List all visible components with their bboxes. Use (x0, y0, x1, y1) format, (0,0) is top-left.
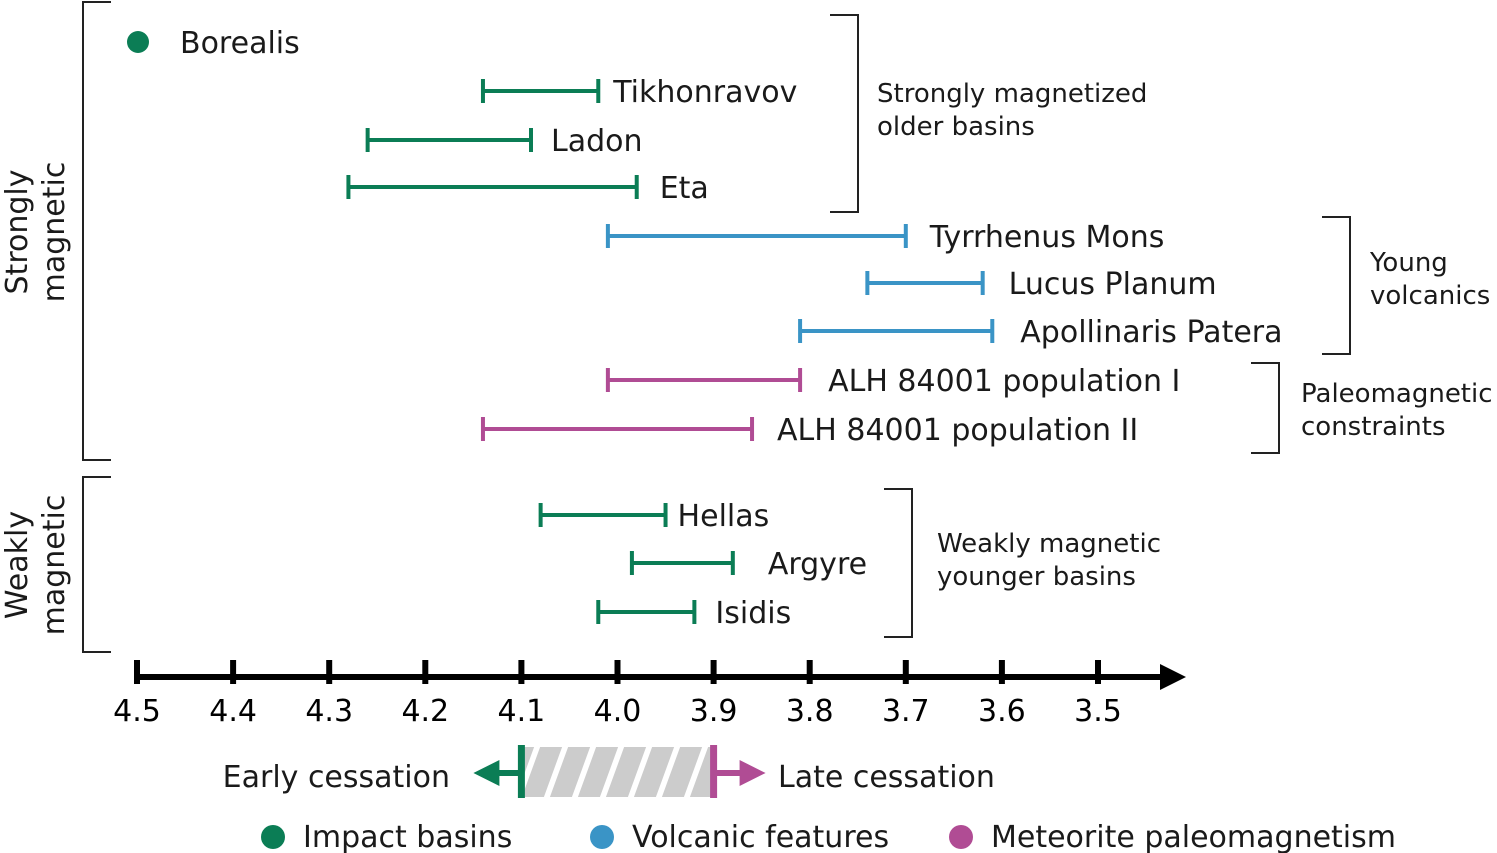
legend-swatch (949, 825, 973, 849)
range-label: Ladon (551, 124, 643, 159)
axis-tick-label: 4.1 (498, 694, 546, 729)
left-group-label-line: magnetic (37, 495, 72, 636)
axis-tick-label: 3.5 (1074, 694, 1122, 729)
left-bracket (82, 476, 111, 653)
right-group-label-line: constraints (1301, 412, 1446, 442)
right-group-label-line: Paleomagnetic (1301, 379, 1493, 409)
late-cessation-label: Late cessation (778, 760, 995, 795)
axis-tick-label: 4.3 (305, 694, 353, 729)
right-bracket (1322, 216, 1351, 355)
axis-tick-label: 3.7 (882, 694, 930, 729)
axis-tick-label: 4.2 (401, 694, 449, 729)
right-group-label-line: younger basins (937, 562, 1136, 592)
axis-arrow-icon (1160, 664, 1186, 690)
point-marker (127, 31, 149, 53)
right-group-label-line: volcanics (1370, 281, 1490, 311)
legend: Impact basins Volcanic features Meteorite … (261, 820, 1396, 853)
legend-label: Impact basins (303, 820, 512, 853)
axis-tick-label: 4.0 (594, 694, 642, 729)
range-label: Apollinaris Patera (1020, 315, 1282, 350)
right-group-label-line: Weakly magnetic (937, 529, 1161, 559)
right-group-label-line: Young (1369, 248, 1448, 278)
x-axis: 4.5 4.4 4.3 4.2 4.1 4.0 3.9 3.8 3.7 3.6 3.5 (113, 660, 1186, 729)
range-label: Borealis (180, 26, 300, 61)
uncertainty-hatch (521, 747, 714, 797)
legend-label: Meteorite paleomagnetism (991, 820, 1396, 853)
legend-swatch (590, 825, 614, 849)
left-bracket (82, 1, 111, 461)
axis-tick-label: 3.9 (690, 694, 738, 729)
arrow-right-icon (739, 760, 766, 786)
range-label: Tyrrhenus Mons (929, 220, 1165, 255)
early-cessation-label: Early cessation (223, 760, 450, 795)
right-bracket (1251, 362, 1280, 454)
range-label: Hellas (678, 499, 770, 534)
legend-swatch (261, 825, 285, 849)
right-bracket (830, 14, 859, 213)
range-bars: Borealis Tikhonravov Ladon Eta Tyrrhenus Mon… (127, 26, 1283, 631)
left-group-label-line: magnetic (37, 162, 72, 303)
right-bracket (884, 488, 913, 638)
arrow-left-icon (473, 760, 500, 786)
range-label: Eta (660, 171, 709, 206)
axis-tick-label: 3.6 (978, 694, 1026, 729)
range-label: Lucus Planum (1009, 267, 1217, 302)
left-group-label-line: Weakly (0, 511, 35, 619)
right-group-label-line: Strongly magnetized (877, 79, 1147, 109)
range-label: Argyre (768, 547, 867, 582)
right-group-label-line: older basins (877, 112, 1035, 142)
axis-tick-label: 3.8 (786, 694, 834, 729)
axis-tick-label: 4.4 (209, 694, 257, 729)
range-label: Isidis (715, 596, 791, 631)
range-label: ALH 84001 population I (828, 364, 1180, 399)
axis-tick-label: 4.5 (113, 694, 161, 729)
left-group-label-line: Strongly (0, 170, 35, 295)
range-label: ALH 84001 population II (777, 413, 1138, 448)
cessation-indicator: Early cessation Late cessation (223, 745, 995, 798)
legend-label: Volcanic features (632, 820, 889, 853)
range-label: Tikhonravov (612, 75, 797, 110)
